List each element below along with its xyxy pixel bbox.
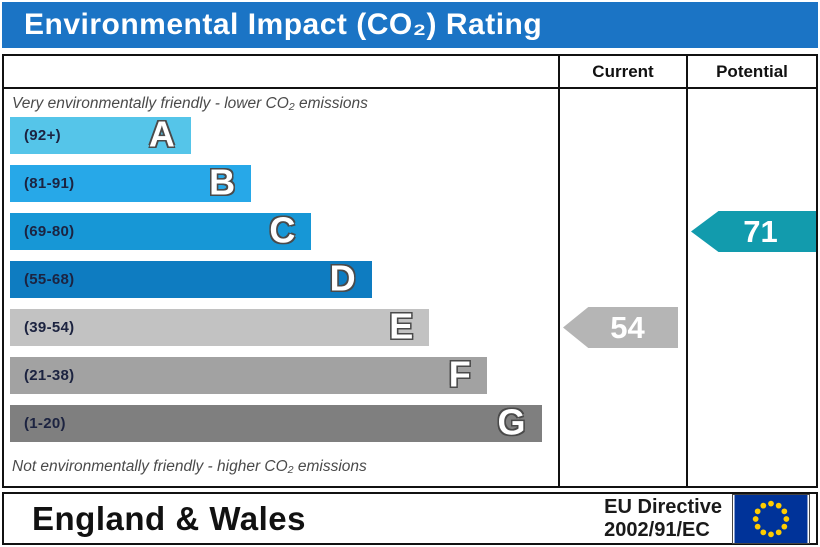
band-range-label-f: (21-38) bbox=[24, 367, 75, 384]
band-column: Very environmentally friendly - lower CO… bbox=[4, 89, 558, 486]
column-header-current: Current bbox=[558, 56, 686, 89]
band-letter-e: E bbox=[389, 305, 414, 347]
band-letter-f: F bbox=[448, 353, 471, 395]
band-range-label-d: (55-68) bbox=[24, 271, 75, 288]
potential-arrow: 71 bbox=[691, 211, 816, 252]
band-letter-d: D bbox=[329, 257, 356, 299]
band-row-a: (92+) A bbox=[10, 113, 558, 154]
title-bar: Environmental Impact (CO₂) Rating bbox=[2, 2, 818, 48]
page-title: Environmental Impact (CO₂) Rating bbox=[24, 8, 543, 41]
footer-right: EU Directive 2002/91/EC bbox=[604, 493, 816, 544]
region-label: England & Wales bbox=[32, 499, 306, 537]
footer: England & Wales EU Directive 2002/91/EC bbox=[2, 492, 818, 545]
band-row-g: (1-20) G bbox=[10, 401, 558, 442]
band-letter-g: G bbox=[497, 401, 526, 443]
current-column: 54 bbox=[558, 89, 686, 486]
caption-bottom: Not environmentally friendly - higher CO… bbox=[12, 458, 367, 475]
band-range-label-c: (69-80) bbox=[24, 223, 75, 240]
band-range-label-a: (92+) bbox=[24, 127, 61, 144]
current-value: 54 bbox=[610, 309, 645, 345]
band-row-f: (21-38) F bbox=[10, 353, 558, 394]
band-bar-g: (1-20) G bbox=[10, 401, 542, 442]
header-spacer bbox=[4, 56, 558, 89]
band-bar-f: (21-38) F bbox=[10, 353, 487, 394]
chart-box: Current Potential Very environmentally f… bbox=[2, 54, 818, 488]
band-bar-d: (55-68) D bbox=[10, 257, 372, 298]
eu-directive-label: EU Directive 2002/91/EC bbox=[604, 496, 722, 542]
band-letter-b: B bbox=[209, 161, 236, 203]
caption-top: Very environmentally friendly - lower CO… bbox=[12, 95, 368, 112]
band-range-label-g: (1-20) bbox=[24, 415, 66, 432]
band-row-c: (69-80) C bbox=[10, 209, 558, 250]
potential-value: 71 bbox=[743, 213, 778, 249]
band-range-label-b: (81-91) bbox=[24, 175, 75, 192]
band-row-d: (55-68) D bbox=[10, 257, 558, 298]
eu-directive-line1: EU Directive bbox=[604, 495, 722, 518]
eu-flag-icon bbox=[732, 493, 810, 544]
band-bar-c: (69-80) C bbox=[10, 209, 312, 250]
current-arrow: 54 bbox=[563, 307, 678, 348]
band-row-e: (39-54) E bbox=[10, 305, 558, 346]
bands-list: (92+) A (81-91) B (69-80) C bbox=[4, 113, 558, 442]
band-letter-a: A bbox=[148, 113, 175, 155]
band-bar-e: (39-54) E bbox=[10, 305, 430, 346]
band-bar-a: (92+) A bbox=[10, 113, 191, 154]
column-header-potential: Potential bbox=[686, 56, 816, 89]
eu-directive-line2: 2002/91/EC bbox=[604, 518, 710, 541]
band-range-label-e: (39-54) bbox=[24, 319, 75, 336]
potential-column: 71 bbox=[686, 89, 816, 486]
band-row-b: (81-91) B bbox=[10, 161, 558, 202]
band-bar-b: (81-91) B bbox=[10, 161, 252, 202]
band-letter-c: C bbox=[269, 209, 296, 251]
